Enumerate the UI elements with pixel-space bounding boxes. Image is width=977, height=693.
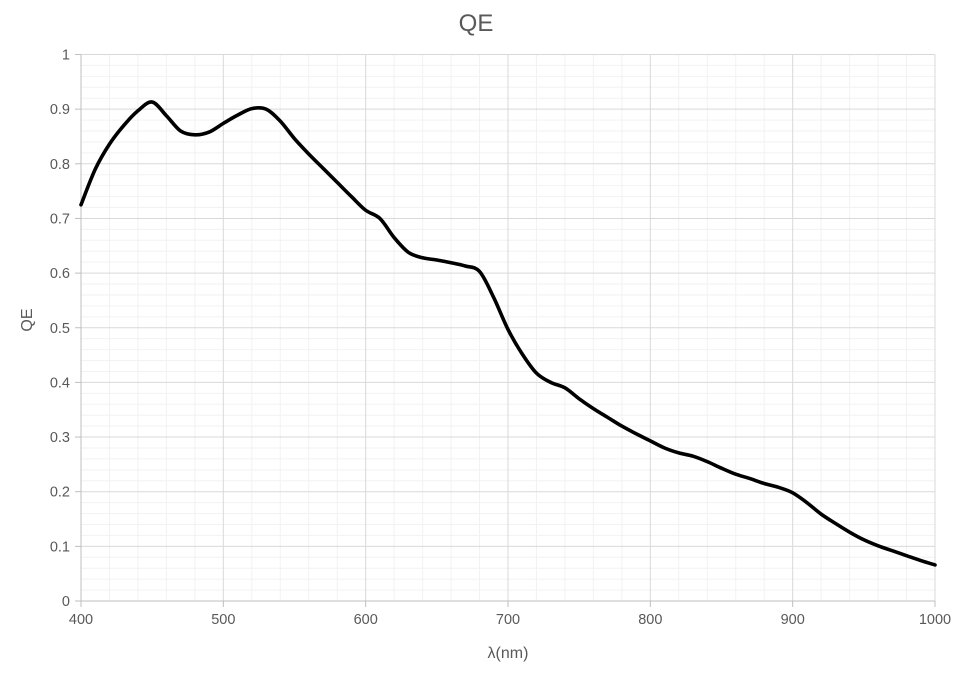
x-tick-label: 700 [496,612,520,628]
x-axis-title: λ(nm) [487,645,529,662]
y-tick-label: 0.5 [50,321,70,337]
qe-curve [79,100,937,567]
chart-title: QE [458,10,494,37]
y-tick-label: 0.4 [50,375,70,391]
y-tick-label: 0.7 [50,211,70,227]
x-tick-label: 1000 [919,612,951,628]
y-tick-label: 0.6 [50,266,70,282]
x-tick-label: 900 [781,612,805,628]
y-tick-label: 0.1 [50,539,70,555]
y-tick-label: 1 [62,48,70,64]
y-tick-label: 0.3 [50,430,70,446]
x-tick-label: 500 [211,612,235,628]
x-tick-label: 800 [638,612,662,628]
y-tick-label: 0.9 [50,102,70,118]
y-tick-label: 0 [62,594,70,610]
y-tick-label: 0.8 [50,157,70,173]
x-tick-label: 400 [69,612,93,628]
x-tick-label: 600 [354,612,378,628]
y-tick-label: 0.2 [50,485,70,501]
y-axis-title: QE [19,308,36,332]
